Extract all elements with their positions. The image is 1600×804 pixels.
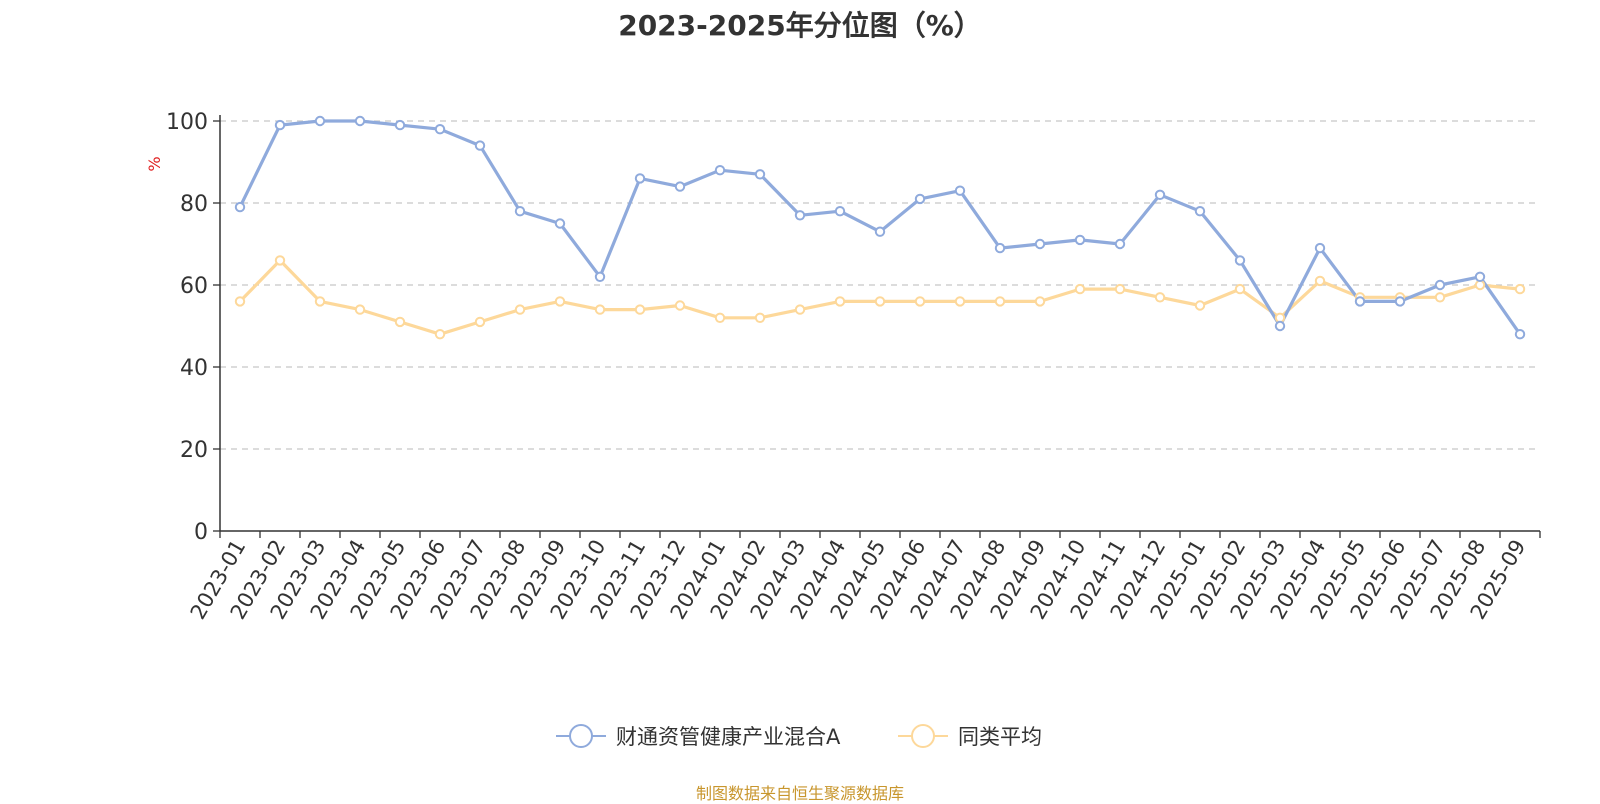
data-point-series-1 bbox=[1074, 234, 1086, 246]
data-point-series-2 bbox=[1274, 312, 1286, 323]
data-point-series-1 bbox=[434, 124, 446, 135]
y-tick-label: 40 bbox=[180, 356, 208, 381]
data-point-series-2 bbox=[874, 296, 886, 307]
y-tick-label: 80 bbox=[180, 192, 208, 217]
data-point-series-1 bbox=[554, 218, 566, 229]
data-point-series-1 bbox=[1434, 279, 1446, 291]
data-point-series-1 bbox=[1354, 296, 1366, 307]
legend-label: 财通资管健康产业混合A bbox=[616, 725, 841, 749]
data-point-series-1 bbox=[354, 115, 366, 127]
y-tick-labels: 0 20 40 60 80 100 bbox=[166, 110, 208, 545]
data-point-series-2 bbox=[1034, 296, 1046, 307]
data-point-series-2 bbox=[514, 304, 526, 315]
grid-lines bbox=[220, 120, 1540, 450]
data-point-series-2 bbox=[1434, 292, 1446, 303]
data-point-series-1 bbox=[994, 242, 1006, 254]
chart-title: 2023-2025年分位图（%） bbox=[618, 9, 982, 42]
data-point-series-1 bbox=[634, 173, 646, 184]
data-point-series-1 bbox=[274, 119, 286, 131]
data-point-series-1 bbox=[1234, 255, 1246, 266]
data-point-series-2 bbox=[274, 255, 286, 266]
data-point-series-2 bbox=[954, 296, 966, 307]
x-tick-labels: 2023-012023-022023-032023-042023-052023-… bbox=[186, 536, 1531, 624]
y-tick-label: 20 bbox=[180, 438, 208, 463]
data-point-series-2 bbox=[994, 296, 1006, 307]
data-point-series-1 bbox=[954, 185, 966, 196]
data-point-series-2 bbox=[914, 296, 926, 307]
data-point-series-1 bbox=[234, 201, 246, 213]
data-point-series-1 bbox=[1114, 238, 1126, 250]
data-point-series-2 bbox=[434, 329, 446, 340]
data-point-series-2 bbox=[714, 312, 726, 323]
y-tick-label: 60 bbox=[180, 274, 208, 299]
data-point-series-2 bbox=[794, 304, 806, 315]
legend-circle-icon bbox=[898, 724, 948, 748]
data-point-series-2 bbox=[314, 296, 326, 307]
data-point-series-2 bbox=[634, 304, 646, 315]
y-tick-label: 0 bbox=[194, 520, 208, 545]
data-point-series-1 bbox=[1474, 271, 1486, 282]
data-point-series-2 bbox=[554, 296, 566, 307]
data-point-series-1 bbox=[754, 169, 766, 180]
source-note: 制图数据来自恒生聚源数据库 bbox=[695, 784, 904, 803]
data-point-series-2 bbox=[1514, 283, 1526, 295]
data-point-series-2 bbox=[1154, 292, 1166, 303]
data-point-series-1 bbox=[594, 271, 606, 282]
data-point-series-1 bbox=[714, 165, 726, 176]
data-point-series-2 bbox=[234, 296, 246, 307]
data-point-series-1 bbox=[674, 181, 686, 192]
legend-label: 同类平均 bbox=[958, 725, 1042, 749]
series-points bbox=[234, 115, 1526, 340]
legend-item-series-1[interactable]: 财通资管健康产业混合A bbox=[556, 722, 840, 750]
data-point-series-1 bbox=[1034, 238, 1046, 250]
data-point-series-2 bbox=[1474, 279, 1486, 291]
data-point-series-2 bbox=[754, 312, 766, 323]
data-point-series-1 bbox=[1154, 189, 1166, 201]
y-axis-label: % bbox=[145, 156, 164, 171]
data-point-series-2 bbox=[1234, 283, 1246, 295]
data-point-series-1 bbox=[874, 226, 886, 237]
legend-circle-icon bbox=[556, 724, 606, 748]
data-point-series-1 bbox=[314, 115, 326, 127]
data-point-series-1 bbox=[1514, 329, 1526, 340]
data-point-series-2 bbox=[594, 304, 606, 315]
data-point-series-1 bbox=[474, 140, 486, 151]
data-point-series-2 bbox=[394, 316, 406, 328]
data-point-series-1 bbox=[1394, 296, 1406, 307]
data-point-series-2 bbox=[354, 304, 366, 315]
data-point-series-2 bbox=[1074, 283, 1086, 295]
data-point-series-1 bbox=[914, 193, 926, 205]
data-point-series-2 bbox=[1114, 283, 1126, 295]
data-point-series-1 bbox=[1194, 206, 1206, 217]
y-tick-label: 100 bbox=[166, 110, 208, 135]
data-point-series-1 bbox=[1274, 320, 1286, 332]
data-point-series-2 bbox=[674, 300, 686, 311]
data-point-series-1 bbox=[794, 210, 806, 221]
data-point-series-2 bbox=[834, 296, 846, 307]
axes bbox=[213, 115, 1541, 538]
data-point-series-1 bbox=[394, 119, 406, 131]
data-point-series-2 bbox=[1194, 300, 1206, 311]
data-point-series-2 bbox=[474, 316, 486, 328]
data-point-series-1 bbox=[1314, 242, 1326, 254]
legend-item-series-2[interactable]: 同类平均 bbox=[898, 722, 1042, 750]
data-point-series-2 bbox=[1314, 275, 1326, 287]
data-point-series-1 bbox=[514, 206, 526, 217]
data-point-series-1 bbox=[834, 206, 846, 217]
